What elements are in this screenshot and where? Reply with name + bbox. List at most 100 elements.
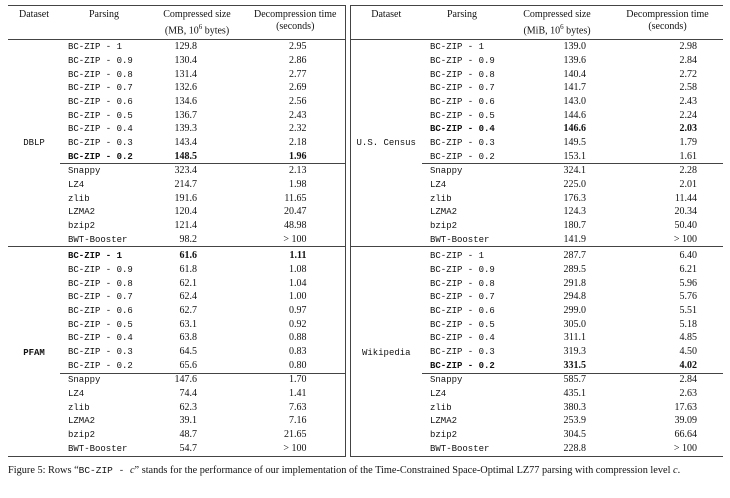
- table-row: BC-ZIP - 0.6 299.0 5.51: [350, 304, 723, 318]
- table-row: BC-ZIP - 0.8 140.4 2.72: [350, 68, 723, 82]
- size-cell: 153.1: [563, 150, 587, 162]
- size-cell: 121.4: [174, 219, 198, 231]
- header-line: Decompression time: [254, 9, 337, 20]
- table-row: BWT-Booster 54.7 > 100: [8, 442, 345, 457]
- time-cell: 1.61: [679, 150, 698, 162]
- table-row: BC-ZIP - 0.9 130.4 2.86: [8, 54, 345, 68]
- time-cell: 1.79: [679, 136, 698, 148]
- time-cell: 6.21: [679, 264, 698, 276]
- table-body: DBLP BC-ZIP - 1 129.8 2.95 BC-ZIP - 0.9 130.4…: [8, 40, 345, 457]
- time-cell: 50.40: [674, 219, 698, 231]
- parsing-cell: BC-ZIP - 0.6: [68, 306, 133, 317]
- table-row: bzip2 48.7 21.65: [8, 428, 345, 442]
- size-cell: 136.7: [174, 109, 198, 121]
- table-row: BC-ZIP - 0.8 62.1 1.04: [8, 277, 345, 291]
- size-cell: 305.0: [563, 318, 587, 330]
- time-cell: 2.86: [289, 54, 307, 66]
- time-cell: 66.64: [674, 429, 698, 441]
- parsing-cell: BC-ZIP - 0.8: [430, 278, 495, 289]
- table-row: LZMA2 39.1 7.16: [8, 415, 345, 429]
- time-cell: 4.50: [679, 346, 698, 358]
- size-cell: 191.6: [174, 192, 198, 204]
- caption: Figure 5: Rows “BC-ZIP - c” stands for t…: [8, 464, 722, 477]
- table-row: BC-ZIP - 0.7 132.6 2.69: [8, 81, 345, 95]
- table-row: BC-ZIP - 0.3 143.4 2.18: [8, 136, 345, 150]
- caption-code: BC-ZIP -: [78, 465, 130, 476]
- table-row: Snappy 323.4 2.13: [8, 163, 345, 179]
- size-cell: 141.9: [563, 233, 587, 245]
- time-cell: 2.84: [679, 54, 698, 66]
- time-cell: 4.85: [679, 332, 698, 344]
- time-cell: 2.13: [246, 163, 345, 179]
- table-row: BC-ZIP - 0.6 134.6 2.56: [8, 95, 345, 109]
- header-line: (seconds): [276, 21, 315, 32]
- header-text: bytes): [202, 25, 230, 37]
- table-row: BC-ZIP - 0.9 61.8 1.08: [8, 263, 345, 277]
- table-row: U.S. Census BC-ZIP - 1 139.0 2.98: [350, 40, 723, 148]
- table-row: BC-ZIP - 0.7 62.4 1.00: [8, 291, 345, 305]
- parsing-cell: BC-ZIP - 0.3: [430, 347, 495, 358]
- table-row: BC-ZIP - 0.3 64.5 0.83: [8, 345, 345, 359]
- size-cell: 176.3: [563, 192, 587, 204]
- size-cell: 289.5: [563, 264, 587, 276]
- time-cell: > 100: [673, 233, 697, 245]
- table-row: BC-ZIP - 0.9 289.5 6.21: [350, 263, 723, 277]
- header-text: (MiB, 10: [523, 25, 561, 37]
- time-cell: 1.00: [289, 291, 307, 303]
- table-row: LZ4 214.7 1.98: [8, 178, 345, 192]
- time-cell: 1.98: [289, 178, 307, 190]
- parsing-cell: BC-ZIP - 0.2: [68, 360, 133, 371]
- parsing-cell: BC-ZIP - 0.7: [430, 83, 495, 94]
- time-cell: 1.96: [289, 150, 307, 162]
- size-cell: 63.1: [179, 318, 198, 330]
- time-cell: 6.40: [612, 246, 723, 264]
- dataset-cell: Wikipedia: [350, 246, 422, 457]
- time-cell: 5.18: [679, 318, 698, 330]
- size-cell: 64.5: [179, 346, 198, 358]
- size-cell: 124.3: [563, 206, 587, 218]
- time-cell: 2.32: [289, 123, 307, 135]
- size-cell: 319.3: [563, 346, 587, 358]
- parsing-cell: BC-ZIP - 0.7: [68, 83, 133, 94]
- header-cell: Decompression time (seconds): [612, 5, 723, 41]
- size-cell: 253.9: [563, 415, 587, 427]
- header-line: Compressed size: [163, 9, 231, 20]
- size-cell: 214.7: [174, 178, 198, 190]
- parsing-cell: Snappy: [60, 372, 148, 388]
- tables: Dataset Parsing Compressed size (MB, 106 by…: [8, 5, 723, 457]
- time-cell: > 100: [673, 443, 697, 454]
- parsing-cell: BWT-Booster: [430, 234, 490, 245]
- size-cell: 62.3: [179, 401, 198, 413]
- parsing-cell: BC-ZIP - 0.9: [68, 265, 133, 276]
- parsing-cell: BWT-Booster: [68, 444, 128, 454]
- caption-var: c: [129, 465, 135, 476]
- header-sup: 6: [198, 23, 203, 31]
- size-cell: 291.8: [563, 277, 587, 289]
- header-cell: Parsing: [422, 5, 502, 41]
- parsing-cell: BC-ZIP - 1: [430, 42, 485, 53]
- size-cell: 149.5: [563, 136, 587, 148]
- size-cell: 62.7: [179, 305, 198, 317]
- parsing-cell: BC-ZIP - 0.6: [430, 96, 495, 107]
- header-row: Dataset Parsing Compressed size (MiB, 106 b…: [350, 5, 723, 41]
- table-row: BC-ZIP - 0.6 143.0 2.43: [350, 95, 723, 109]
- parsing-cell: BC-ZIP - 0.9: [430, 265, 495, 276]
- parsing-cell: BC-ZIP - 0.4: [430, 333, 495, 344]
- table-row: BWT-Booster 228.8 > 100: [350, 442, 723, 457]
- parsing-cell: BC-ZIP - 0.9: [430, 55, 495, 66]
- table-row: Snappy 147.6 1.70: [8, 372, 345, 388]
- table-row: LZ4 435.1 2.63: [350, 387, 723, 401]
- parsing-cell: bzip2: [430, 430, 458, 441]
- size-cell: 294.8: [563, 291, 587, 303]
- parsing-cell: zlib: [430, 193, 452, 204]
- table-row: zlib 380.3 17.63: [350, 401, 723, 415]
- size-cell: 61.6: [148, 246, 246, 264]
- parsing-cell: BC-ZIP - 0.6: [430, 306, 495, 317]
- size-cell: 299.0: [563, 305, 587, 317]
- size-cell: 148.5: [174, 150, 198, 162]
- table-row: Wikipedia BC-ZIP - 1 287.7 6.40: [350, 246, 723, 457]
- table-row: LZ4 74.4 1.41: [8, 387, 345, 401]
- size-cell: 129.8: [174, 41, 198, 53]
- time-cell: 0.83: [289, 346, 307, 358]
- size-cell: 585.7: [502, 372, 612, 388]
